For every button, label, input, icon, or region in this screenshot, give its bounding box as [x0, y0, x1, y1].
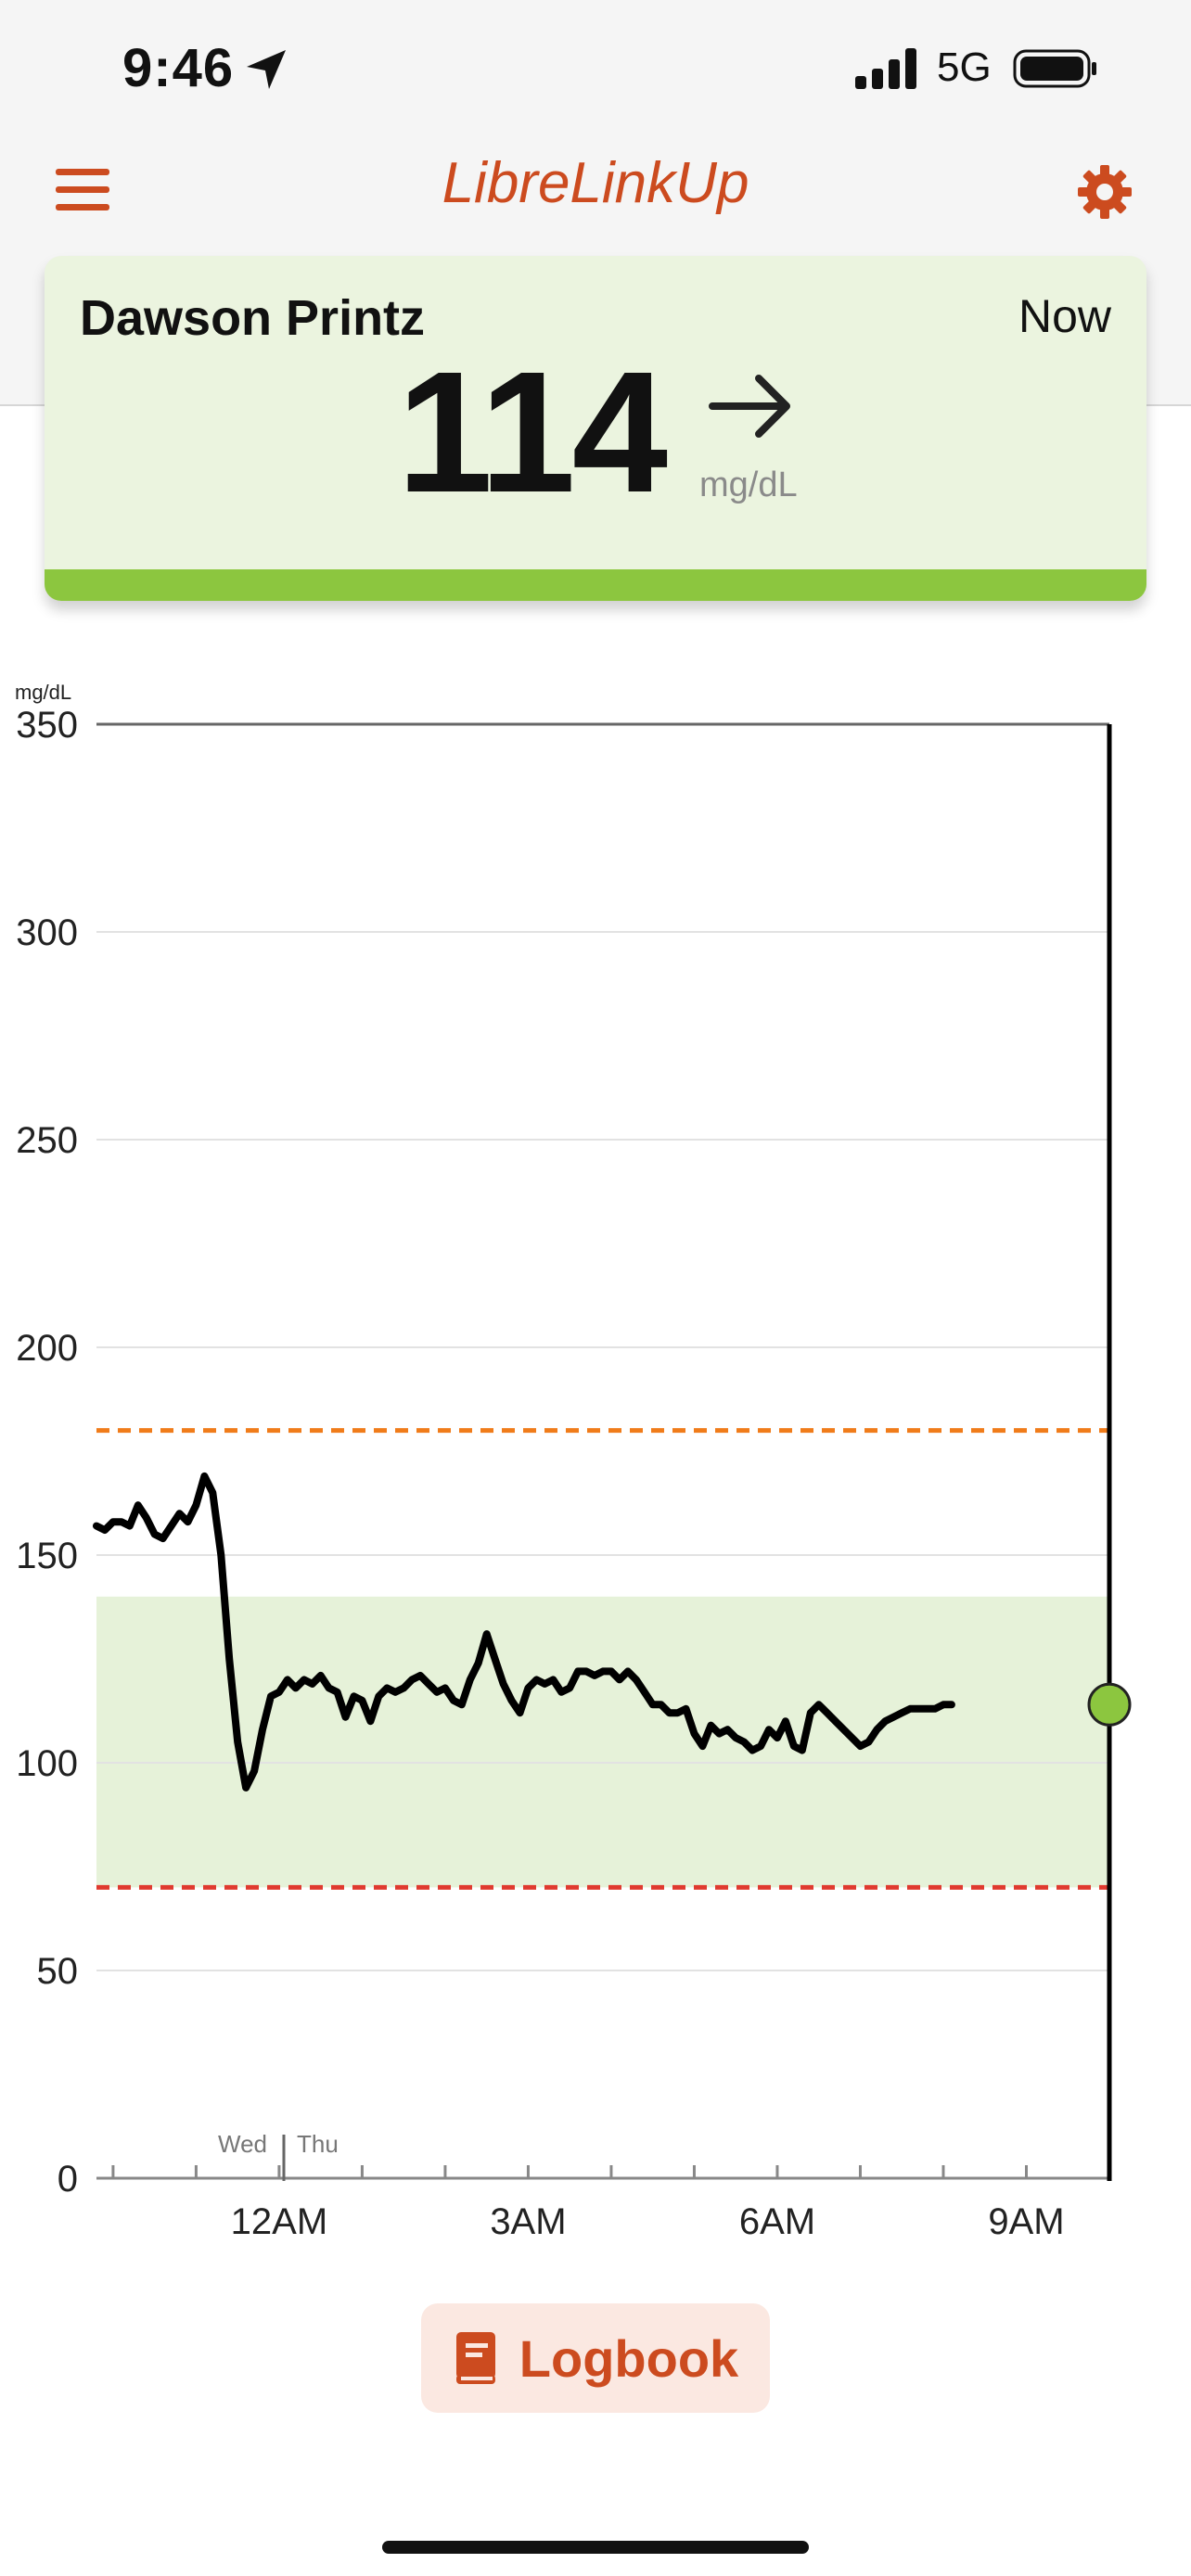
- network-label: 5G: [937, 45, 992, 90]
- y-tick-label-250: 250: [16, 1120, 78, 1161]
- y-tick-label-300: 300: [16, 912, 78, 953]
- day-label-wed: Wed: [218, 2130, 267, 2158]
- in-range-status-bar: [45, 569, 1146, 601]
- y-tick-label-100: 100: [16, 1743, 78, 1784]
- y-tick-label-50: 50: [37, 1951, 79, 1992]
- target-range-band: [96, 1596, 1109, 1888]
- home-indicator: [382, 2541, 809, 2554]
- app-title: LibreLinkUp: [442, 151, 749, 215]
- reading-time: Now: [1018, 290, 1111, 342]
- y-axis-labels: 0 50 100 150 200 250 300 350: [16, 705, 78, 2200]
- trend-arrow-right-icon: [709, 375, 790, 438]
- y-tick-label-0: 0: [58, 2159, 78, 2200]
- patient-name: Dawson Printz: [80, 290, 426, 346]
- glucose-trace: [93, 1472, 955, 1792]
- x-tick-label-3AM: 3AM: [490, 2201, 566, 2242]
- x-tick-label-12AM: 12AM: [231, 2201, 328, 2242]
- y-tick-label-350: 350: [16, 705, 78, 746]
- status-time: 9:46: [122, 38, 235, 98]
- current-reading-marker: [1087, 1682, 1132, 1727]
- y-tick-label-200: 200: [16, 1328, 78, 1369]
- x-axis-ticks: [111, 2165, 1028, 2178]
- menu-icon[interactable]: [56, 169, 111, 211]
- location-arrow-icon: [247, 50, 286, 89]
- logbook-button[interactable]: Logbook: [421, 2303, 770, 2413]
- day-label-thu: Thu: [297, 2130, 339, 2158]
- book-icon: [455, 2332, 495, 2384]
- x-tick-label-9AM: 9AM: [988, 2201, 1064, 2242]
- chart-gridlines: [96, 722, 1109, 1971]
- glucose-value: 114: [397, 337, 668, 529]
- y-tick-label-150: 150: [16, 1536, 78, 1576]
- x-axis-labels: 12AM 3AM 6AM 9AM: [231, 2201, 1065, 2242]
- settings-gear-icon[interactable]: [1076, 163, 1133, 221]
- battery-icon: [1013, 49, 1096, 88]
- x-tick-label-6AM: 6AM: [739, 2201, 815, 2242]
- patient-glucose-card[interactable]: Dawson Printz Now 114 mg/dL: [45, 256, 1146, 601]
- glucose-chart: 0 50 100 150 200 250 300 350 mg/dL Wed Thu 12AM…: [15, 681, 1132, 2242]
- glucose-unit: mg/dL: [699, 465, 798, 504]
- signal-strength-icon: [855, 46, 920, 89]
- y-axis-unit: mg/dL: [15, 681, 71, 704]
- logbook-label: Logbook: [519, 2328, 739, 2388]
